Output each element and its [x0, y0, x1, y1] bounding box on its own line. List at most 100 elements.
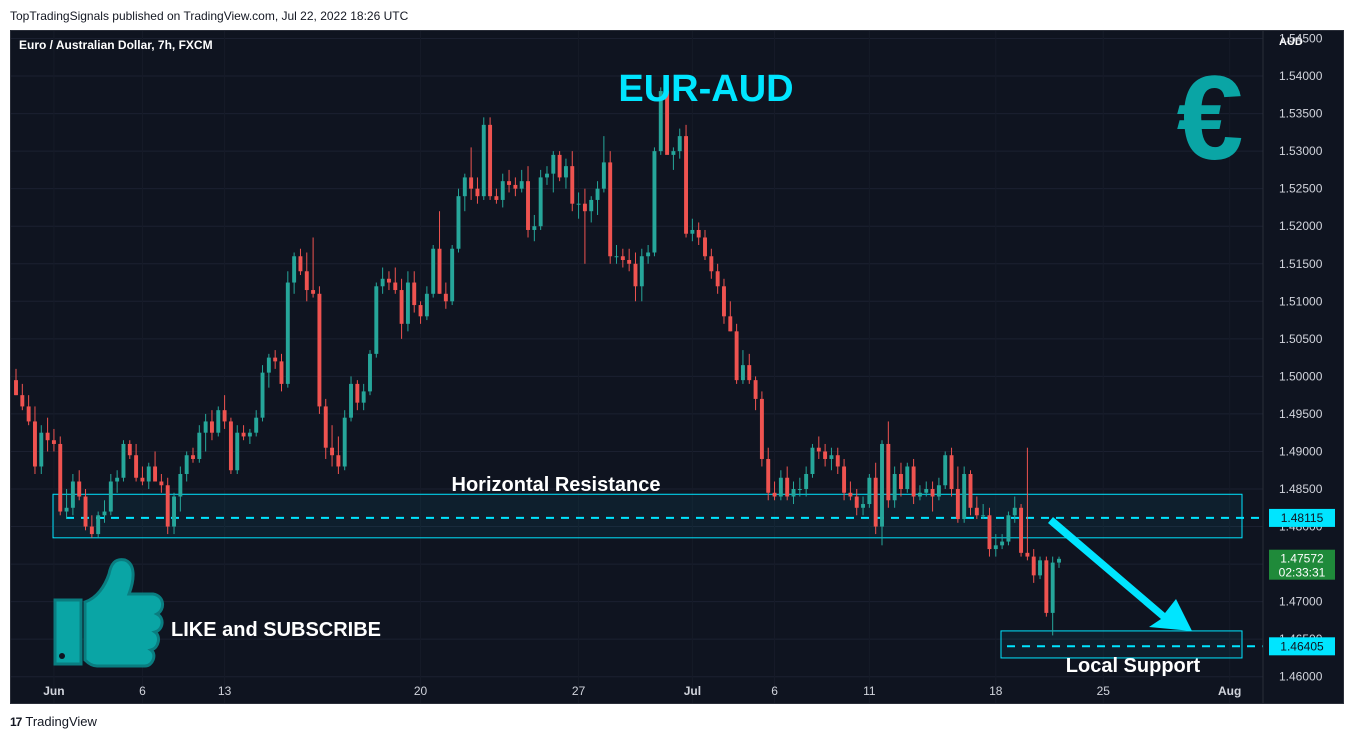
candle-body: [475, 188, 480, 197]
candle-body: [33, 421, 37, 467]
time-tick-label: 11: [863, 684, 876, 698]
candle-body: [443, 293, 448, 302]
candle-body: [26, 406, 31, 422]
candle-body: [722, 286, 726, 317]
candle-body: [684, 136, 689, 234]
candle-body: [880, 443, 884, 527]
last-price-tag-bg: [1269, 549, 1335, 580]
candle-body: [835, 455, 840, 467]
candle-body: [671, 151, 676, 155]
candle-body: [993, 545, 998, 550]
candle-body: [14, 380, 18, 396]
price-tick-label: 1.53000: [1279, 144, 1323, 158]
resistance-price-tag: 1.48115: [1269, 508, 1335, 527]
candle-body: [829, 455, 834, 459]
candle-body: [538, 177, 543, 227]
support-label: Local Support: [1066, 655, 1201, 677]
candle-body: [462, 177, 467, 197]
candle-body: [740, 365, 745, 381]
candle-body: [203, 421, 208, 433]
candle-body: [159, 481, 164, 486]
candle-body: [266, 357, 271, 373]
candle-body: [228, 421, 233, 471]
candle-body: [842, 466, 847, 493]
candle-body: [330, 447, 335, 456]
candle-body: [513, 184, 518, 189]
candle-body: [576, 203, 581, 205]
candle-body: [1050, 562, 1055, 613]
time-axis[interactable]: Jun 6 13 20 27 Jul 6 11 18 25 Aug: [43, 684, 1241, 698]
candle-body: [930, 489, 935, 497]
candle-body: [545, 173, 549, 178]
candle-body: [892, 473, 897, 501]
candle-body: [412, 282, 417, 306]
candle-body: [924, 489, 929, 493]
candle-body: [102, 511, 107, 516]
candle-body: [456, 196, 461, 249]
thumbs-up-icon: [53, 558, 164, 668]
support-zone: [1000, 630, 1243, 659]
price-tick-label: 1.50500: [1279, 332, 1323, 346]
candle-body: [317, 293, 322, 407]
candle-body: [386, 278, 391, 283]
candle-body: [589, 199, 594, 212]
candle-body: [1019, 507, 1024, 553]
candle-body: [45, 432, 50, 441]
price-tick-label: 1.53500: [1279, 107, 1323, 121]
price-tick-label: 1.54500: [1279, 32, 1323, 46]
support-price-tag: 1.46405: [1269, 637, 1335, 656]
resistance-price-value: 1.48115: [1281, 511, 1324, 525]
candle-body: [526, 181, 530, 230]
candle-body: [867, 477, 872, 505]
currency-label: AUD: [1279, 36, 1303, 48]
time-tick-label: 27: [572, 684, 586, 698]
candle-body: [197, 432, 202, 459]
price-tick-label: 1.51000: [1279, 294, 1323, 308]
chart-panel[interactable]: € EUR-AUD Euro / Australian Dollar, 7h, …: [10, 30, 1344, 704]
candle-body: [469, 177, 474, 189]
bar-countdown: 02:33:31: [1279, 566, 1326, 580]
time-tick-label: Aug: [1218, 684, 1241, 698]
candle-body: [563, 166, 568, 178]
candle-body: [709, 256, 714, 272]
time-tick-label: 18: [989, 684, 1003, 698]
candle-body: [336, 455, 341, 467]
price-tick-label: 1.49000: [1279, 444, 1323, 458]
time-tick-label: Jun: [43, 684, 64, 698]
candle-body: [987, 515, 992, 550]
price-tick-label: 1.52500: [1279, 182, 1323, 196]
candle-body: [165, 485, 170, 527]
candle-body: [39, 432, 44, 467]
tradingview-footer[interactable]: 17 TradingView: [10, 714, 97, 729]
candle-body: [582, 203, 587, 212]
candle-body: [639, 256, 644, 287]
candle-body: [178, 473, 183, 497]
candle-body: [911, 466, 916, 497]
candle-body: [399, 290, 404, 324]
candle-body: [633, 263, 638, 287]
candle-body: [209, 421, 214, 433]
candle-body: [64, 507, 69, 512]
candlestick-chart[interactable]: € EUR-AUD Euro / Australian Dollar, 7h, …: [11, 31, 1343, 703]
time-tick-label: 20: [414, 684, 428, 698]
support-price-tag-bg: [1269, 637, 1335, 656]
candle-body: [962, 473, 967, 520]
price-tick-label: 1.50000: [1279, 369, 1323, 383]
candle-body: [134, 455, 139, 478]
candle-body: [89, 526, 94, 535]
candle-body: [323, 406, 328, 448]
candle-body: [652, 151, 657, 253]
candle-body: [450, 248, 455, 302]
candle-body: [905, 466, 910, 490]
candle-body: [848, 492, 853, 497]
candles: [14, 87, 1061, 636]
candle-body: [1012, 507, 1017, 516]
resistance-zone: [52, 493, 1243, 539]
candle-body: [418, 305, 423, 317]
last-price-tag: 1.47572 02:33:31: [1269, 549, 1335, 580]
candle-body: [70, 481, 75, 508]
candle-body: [557, 154, 562, 178]
candle-body: [753, 380, 758, 399]
candle-body: [222, 410, 227, 422]
candle-body: [216, 410, 221, 433]
